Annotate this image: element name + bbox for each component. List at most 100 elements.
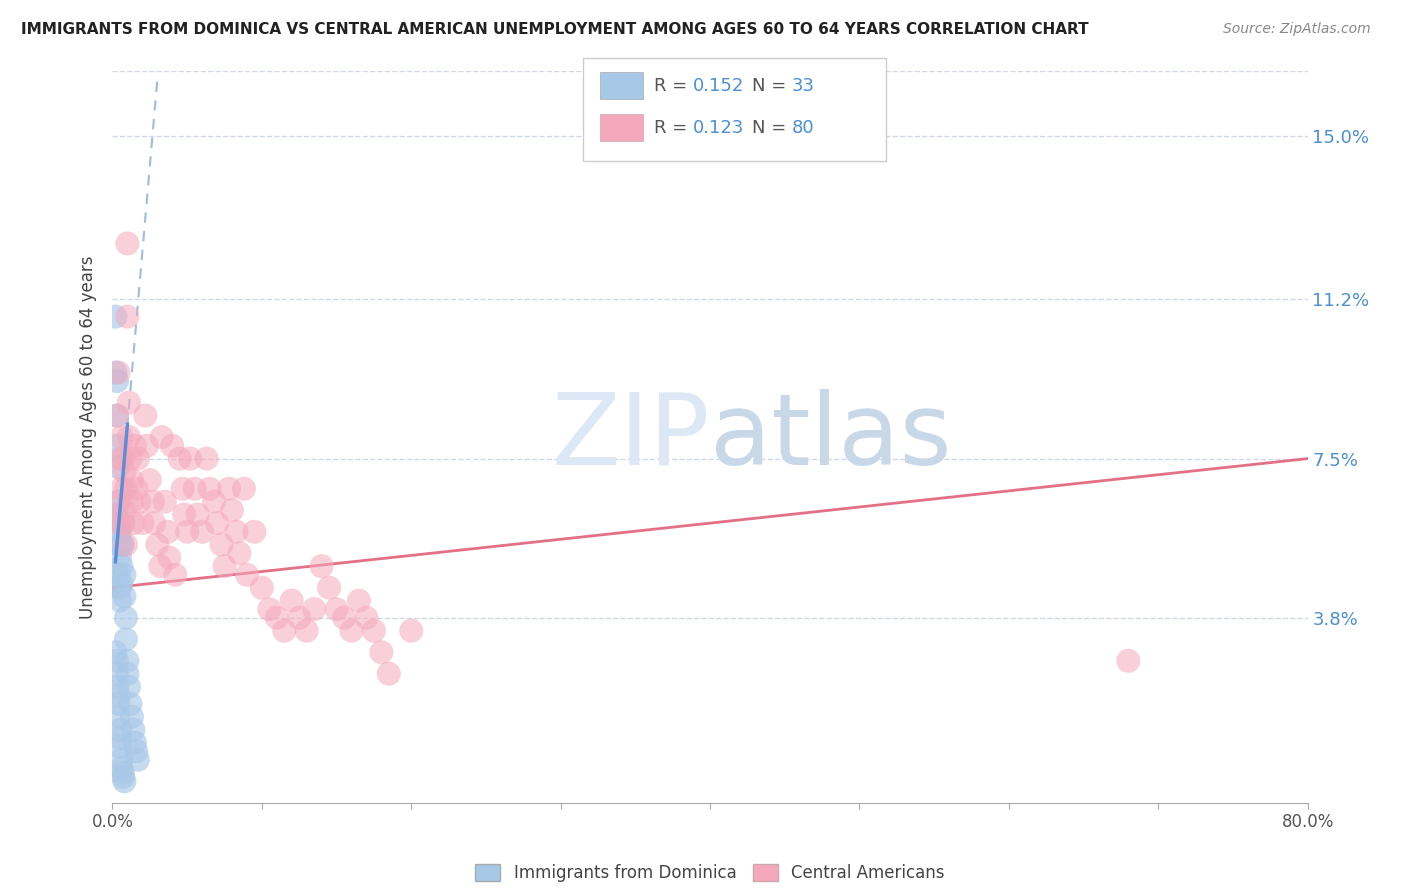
Point (110, 482, 132, 496)
Text: N =: N = (752, 119, 792, 136)
Point (115, 632, 138, 647)
Point (172, 482, 194, 496)
Point (108, 731, 131, 746)
Point (378, 666, 401, 681)
Point (401, 624, 423, 638)
Point (169, 451, 191, 466)
Point (108, 550, 131, 565)
Point (107, 516, 129, 530)
Point (117, 236, 139, 251)
Point (114, 567, 135, 582)
Point (139, 473, 162, 487)
Text: Source: ZipAtlas.com: Source: ZipAtlas.com (1223, 22, 1371, 37)
Point (157, 550, 180, 565)
Point (114, 465, 135, 479)
Point (134, 409, 156, 423)
Point (107, 697, 129, 711)
Point (105, 680, 128, 694)
Point (110, 559, 132, 574)
Point (131, 516, 153, 530)
Point (150, 430, 173, 444)
Point (122, 723, 145, 737)
Point (120, 451, 142, 466)
Legend: Immigrants from Dominica, Central Americans: Immigrants from Dominica, Central Americ… (475, 864, 945, 882)
Point (115, 482, 138, 496)
Point (127, 753, 149, 767)
Point (202, 494, 225, 508)
Point (236, 567, 259, 582)
Point (107, 710, 129, 724)
Point (125, 482, 148, 496)
Point (281, 593, 304, 607)
Point (108, 494, 131, 508)
Point (114, 774, 135, 789)
Point (108, 739, 131, 754)
Point (143, 516, 166, 530)
Text: R =: R = (654, 77, 693, 95)
Point (146, 538, 169, 552)
Text: 0.152: 0.152 (693, 77, 745, 95)
Point (120, 697, 142, 711)
Point (110, 430, 132, 444)
Point (156, 524, 179, 539)
Point (104, 366, 127, 380)
Point (295, 624, 318, 638)
Point (233, 482, 256, 496)
Point (105, 666, 128, 681)
Point (105, 654, 128, 668)
Point (105, 409, 128, 423)
Point (1118, 654, 1140, 668)
Point (347, 593, 370, 607)
Point (356, 611, 378, 625)
Point (114, 503, 135, 517)
Point (176, 524, 198, 539)
Text: atlas: atlas (710, 389, 952, 485)
Point (124, 439, 146, 453)
Point (111, 538, 134, 552)
Point (117, 654, 139, 668)
Point (124, 735, 146, 749)
Point (311, 559, 333, 574)
Point (110, 538, 132, 552)
Point (105, 508, 128, 522)
Point (115, 611, 138, 625)
Point (114, 589, 135, 603)
Point (195, 451, 218, 466)
Point (363, 624, 385, 638)
Point (221, 503, 243, 517)
Point (340, 624, 363, 638)
Point (107, 366, 129, 380)
Point (153, 494, 176, 508)
Point (111, 516, 134, 530)
Point (225, 524, 247, 539)
Point (111, 770, 134, 784)
Point (105, 439, 128, 453)
Point (107, 494, 129, 508)
Point (104, 310, 127, 324)
Point (198, 482, 221, 496)
Point (318, 581, 340, 595)
Point (108, 581, 131, 595)
Point (107, 516, 129, 530)
Point (325, 602, 347, 616)
Point (179, 451, 201, 466)
Point (108, 451, 131, 466)
Point (273, 624, 295, 638)
Point (104, 645, 127, 659)
Point (333, 611, 356, 625)
Point (165, 567, 187, 582)
Point (118, 430, 141, 444)
Point (288, 611, 311, 625)
Point (211, 538, 233, 552)
Text: ZIP: ZIP (551, 389, 710, 485)
Point (108, 524, 131, 539)
Point (127, 451, 149, 466)
Point (108, 723, 131, 737)
Point (117, 666, 139, 681)
Point (111, 451, 134, 466)
Text: 33: 33 (792, 77, 814, 95)
Point (105, 409, 128, 423)
Point (107, 567, 129, 582)
Text: R =: R = (654, 119, 693, 136)
Point (243, 524, 266, 539)
